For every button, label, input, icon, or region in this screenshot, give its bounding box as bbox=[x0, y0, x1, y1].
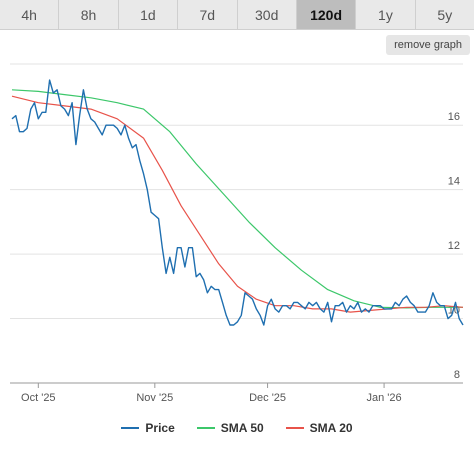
tab-30d[interactable]: 30d bbox=[238, 0, 297, 29]
y-tick-label: 16 bbox=[448, 111, 460, 123]
tab-5y[interactable]: 5y bbox=[437, 7, 453, 23]
y-tick-label: 8 bbox=[454, 369, 460, 381]
remove-graph-button[interactable]: remove graph bbox=[386, 35, 470, 55]
legend-label-price: Price bbox=[145, 421, 175, 435]
tab-4h[interactable]: 4h bbox=[0, 0, 60, 29]
x-tick-label: Nov '25 bbox=[136, 392, 173, 404]
x-tick-label: Oct '25 bbox=[21, 392, 56, 404]
series-line-sma50 bbox=[11, 89, 463, 309]
tab-120d[interactable]: 120d bbox=[296, 0, 357, 29]
legend-label-sma50: SMA 50 bbox=[220, 421, 264, 435]
y-tick-label: 12 bbox=[448, 240, 460, 252]
tab-8h[interactable]: 8h bbox=[59, 0, 119, 29]
legend-label-sma20: SMA 20 bbox=[309, 421, 353, 435]
legend-item-price[interactable]: Price bbox=[121, 421, 175, 435]
chart-legend: Price SMA 50 SMA 20 bbox=[0, 421, 474, 435]
x-tick-label: Jan '26 bbox=[367, 392, 402, 404]
timeframe-tabs: 4h 8h 1d 7d 30d 120d 1y 5y bbox=[0, 0, 474, 30]
series-line-sma20 bbox=[11, 95, 464, 313]
tab-1y[interactable]: 1y bbox=[356, 0, 416, 29]
legend-swatch-sma20 bbox=[285, 427, 304, 429]
x-tick-label: Dec '25 bbox=[249, 392, 286, 404]
tab-7d[interactable]: 7d bbox=[178, 0, 238, 29]
legend-swatch-sma50 bbox=[196, 427, 215, 429]
y-tick-label: 14 bbox=[448, 176, 460, 188]
legend-item-sma50[interactable]: SMA 50 bbox=[196, 421, 264, 435]
legend-swatch-price bbox=[121, 427, 140, 429]
tab-1d[interactable]: 1d bbox=[119, 0, 179, 29]
legend-item-sma20[interactable]: SMA 20 bbox=[285, 421, 353, 435]
series-line-price bbox=[11, 79, 464, 326]
